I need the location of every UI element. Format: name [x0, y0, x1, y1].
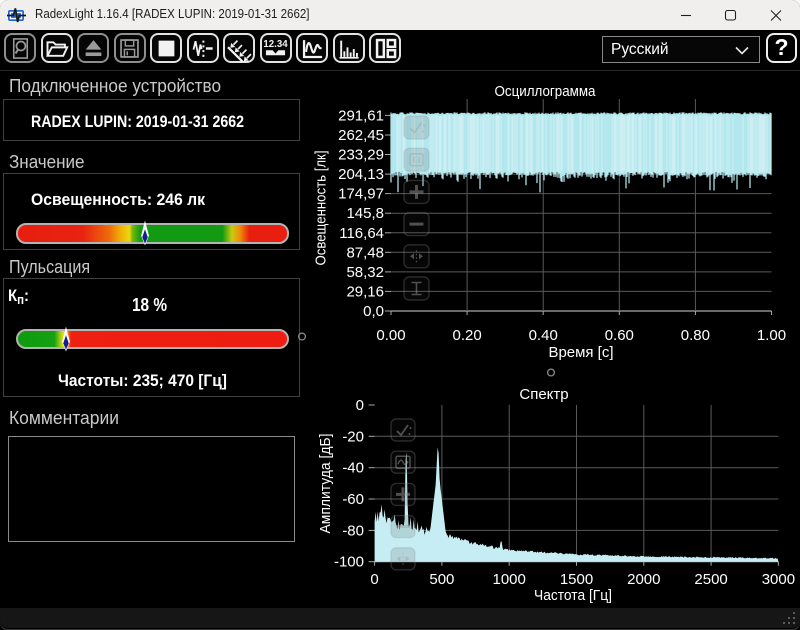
svg-text:-80: -80 [342, 522, 364, 539]
svg-text:0.20: 0.20 [452, 327, 481, 344]
svg-text:Амплитуда [дБ]: Амплитуда [дБ] [317, 434, 334, 534]
svg-text:-100: -100 [334, 554, 364, 571]
svg-text:3000: 3000 [762, 571, 795, 588]
svg-text:500: 500 [429, 571, 454, 588]
svg-text:Время [с]: Время [с] [549, 344, 614, 361]
svg-text:233,29: 233,29 [338, 147, 384, 164]
svg-text:12.34: 12.34 [263, 38, 288, 49]
svg-text:-60: -60 [342, 491, 364, 508]
svg-text:Осциллограмма: Осциллограмма [495, 83, 597, 100]
svg-text:Частота [Гц]: Частота [Гц] [534, 587, 612, 604]
svg-text:291,61: 291,61 [338, 107, 384, 124]
svg-text:1500: 1500 [560, 571, 593, 588]
svg-text:1.00: 1.00 [757, 327, 786, 344]
svg-text:0.80: 0.80 [681, 327, 710, 344]
svg-text:145,8: 145,8 [346, 205, 384, 222]
svg-text:58,32: 58,32 [346, 264, 384, 281]
svg-text:-20: -20 [342, 428, 364, 445]
svg-text:Спектр: Спектр [519, 386, 568, 403]
svg-text:1000: 1000 [493, 571, 526, 588]
svg-text:0,0: 0,0 [363, 303, 384, 320]
svg-text:116,64: 116,64 [339, 225, 384, 242]
svg-text:204,13: 204,13 [338, 166, 384, 183]
svg-text:2500: 2500 [694, 571, 727, 588]
svg-text:0: 0 [356, 397, 364, 414]
svg-text:87,48: 87,48 [346, 244, 384, 261]
svg-text:0.40: 0.40 [529, 327, 558, 344]
svg-text:2000: 2000 [627, 571, 660, 588]
svg-text:0.60: 0.60 [605, 327, 634, 344]
svg-text:0: 0 [370, 571, 378, 588]
svg-text:262,45: 262,45 [338, 127, 384, 144]
svg-text:29,16: 29,16 [346, 283, 384, 300]
svg-text:-40: -40 [342, 460, 364, 477]
svg-text:0.00: 0.00 [376, 327, 405, 344]
svg-text:174,97: 174,97 [338, 186, 384, 203]
svg-text:Освещенность [лк]: Освещенность [лк] [313, 151, 330, 266]
